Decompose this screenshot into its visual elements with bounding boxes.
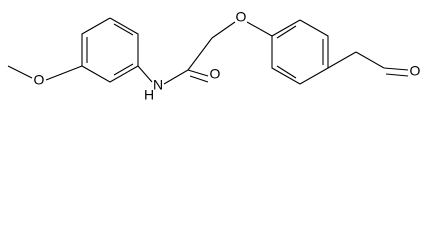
bond (187, 37, 213, 71)
double-bond (385, 73, 409, 77)
bond (187, 69, 209, 77)
bond (327, 51, 357, 69)
ring-1 (81, 17, 139, 83)
bonds (7, 17, 409, 85)
bond (7, 65, 33, 79)
bond (246, 21, 273, 37)
ring-2 (271, 19, 329, 85)
bond (211, 21, 236, 39)
double-bond (113, 23, 134, 36)
bond (383, 67, 409, 71)
atom-label: N (153, 77, 163, 93)
atom-label: H (144, 87, 154, 103)
atom-label: O (236, 9, 247, 25)
atom-label: O (34, 72, 45, 88)
double-bond (113, 63, 134, 76)
atom-label: O (410, 63, 421, 79)
bond (163, 69, 189, 85)
atom-label: O (210, 66, 221, 82)
double-bond (276, 25, 297, 39)
bond (45, 65, 83, 81)
bond (355, 51, 385, 69)
bond (137, 65, 153, 83)
double-bond (276, 65, 297, 79)
structure-diagram: O N H O O O (7, 9, 421, 103)
double-bond (189, 75, 209, 83)
